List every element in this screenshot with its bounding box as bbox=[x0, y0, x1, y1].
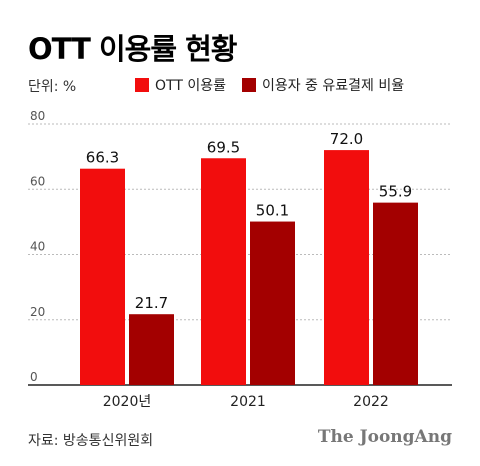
bar-paid-ratio-0 bbox=[129, 314, 174, 385]
bar-ott-usage-0 bbox=[80, 168, 125, 385]
legend-swatch-paid-ratio bbox=[241, 78, 256, 92]
data-label: 66.3 bbox=[86, 149, 119, 167]
y-tick-label: 20 bbox=[30, 305, 45, 319]
bar-paid-ratio-2 bbox=[373, 202, 418, 385]
bar-ott-usage-1 bbox=[201, 158, 246, 385]
data-label: 55.9 bbox=[379, 183, 412, 201]
y-tick-label: 60 bbox=[30, 174, 45, 188]
legend-swatch-ott-usage bbox=[135, 78, 149, 92]
legend-item-ott-usage: OTT 이용률 bbox=[135, 75, 226, 95]
x-tick-label: 2022 bbox=[353, 394, 389, 410]
x-tick-label: 2021 bbox=[230, 394, 266, 410]
bar-ott-usage-2 bbox=[324, 150, 369, 385]
data-label: 21.7 bbox=[135, 294, 168, 312]
legend: OTT 이용률 이용자 중 유료결제 비율 bbox=[135, 75, 420, 95]
legend-item-paid-ratio: 이용자 중 유료결제 비율 bbox=[241, 75, 405, 95]
y-tick-label: 80 bbox=[30, 109, 45, 123]
unit-label: 단위: % bbox=[28, 79, 77, 95]
chart-title: OTT 이용률 현황 bbox=[28, 32, 237, 66]
data-label: 72.0 bbox=[330, 130, 363, 148]
data-label: 50.1 bbox=[256, 202, 289, 220]
legend-label-paid-ratio: 이용자 중 유료결제 비율 bbox=[261, 78, 405, 94]
y-tick-label: 40 bbox=[30, 240, 45, 254]
y-tick-label: 0 bbox=[30, 370, 38, 384]
bar-paid-ratio-1 bbox=[250, 221, 295, 385]
x-tick-label: 2020년 bbox=[103, 394, 152, 410]
source-note: 자료: 방송통신위원회 bbox=[28, 433, 154, 449]
legend-label-ott-usage: OTT 이용률 bbox=[155, 78, 226, 94]
publisher-logo: The JoongAng bbox=[317, 427, 452, 447]
data-label: 69.5 bbox=[207, 138, 240, 156]
